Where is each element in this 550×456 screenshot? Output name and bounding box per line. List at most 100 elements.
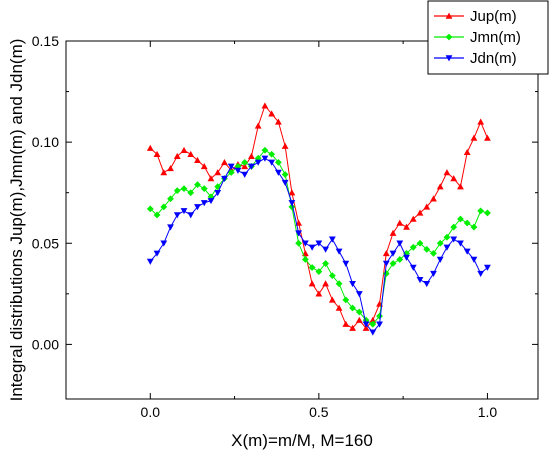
legend-item: Jdn(m): [434, 50, 517, 67]
data-point: [261, 102, 269, 109]
data-point: [315, 290, 323, 297]
data-point: [430, 249, 437, 257]
data-point: [463, 248, 471, 255]
data-point: [436, 183, 444, 190]
data-point: [328, 272, 336, 280]
data-point: [349, 324, 356, 331]
data-point: [342, 260, 350, 267]
y-tick-label: 0.10: [32, 134, 59, 150]
data-point: [477, 118, 485, 125]
data-point: [430, 270, 437, 277]
data-point: [214, 169, 222, 176]
data-point: [430, 195, 437, 202]
data-point: [322, 280, 329, 287]
data-point: [349, 280, 356, 288]
data-point: [200, 200, 208, 207]
data-point: [423, 280, 431, 288]
data-point: [281, 179, 289, 186]
data-point: [457, 240, 464, 247]
data-point: [281, 142, 289, 149]
data-point: [308, 244, 316, 251]
data-point: [403, 249, 410, 257]
data-point: [335, 304, 343, 311]
data-point: [207, 198, 215, 205]
data-point: [275, 158, 282, 166]
data-point: [207, 175, 215, 182]
data-point: [443, 233, 451, 241]
data-point: [328, 236, 336, 243]
series-jdnm: [146, 155, 491, 336]
data-point: [167, 165, 174, 172]
data-point: [436, 256, 444, 263]
series-jupm: [146, 102, 491, 331]
data-point: [281, 171, 289, 178]
data-point: [362, 321, 370, 328]
data-point: [463, 219, 471, 227]
data-point: [288, 189, 296, 196]
data-point: [315, 268, 323, 275]
data-point: [160, 240, 168, 247]
data-point: [416, 209, 424, 216]
data-point: [187, 189, 195, 197]
data-point: [376, 312, 383, 320]
data-point: [248, 152, 255, 160]
data-point: [153, 150, 161, 157]
data-point: [268, 150, 276, 158]
data-point: [146, 205, 154, 213]
data-point: [288, 200, 296, 207]
data-point: [261, 146, 269, 154]
data-point: [200, 163, 208, 170]
data-point: [470, 223, 478, 231]
data-point: [389, 260, 397, 267]
data-point: [187, 150, 195, 157]
data-point: [477, 207, 485, 215]
legend-marker: [445, 33, 453, 41]
data-point: [315, 240, 323, 247]
data-point: [173, 212, 181, 219]
series-layer: [146, 102, 491, 336]
data-point: [153, 211, 161, 219]
series-jmnm: [146, 146, 491, 328]
data-point: [160, 169, 168, 176]
data-point: [328, 296, 336, 303]
data-point: [335, 248, 343, 255]
data-point: [362, 324, 370, 331]
data-point: [369, 316, 377, 323]
data-point: [382, 260, 390, 267]
data-point: [484, 209, 491, 217]
data-point: [167, 195, 174, 203]
data-point: [349, 304, 356, 312]
x-tick-label: 0.0: [141, 404, 161, 420]
legend-label: Jmn(m): [470, 29, 521, 46]
data-point: [153, 250, 161, 257]
data-point: [221, 175, 228, 182]
data-point: [389, 229, 397, 236]
tick-labels: 0.0 0.5 1.0 0.00 0.05 0.10 0.15: [32, 33, 498, 420]
data-point: [477, 270, 485, 277]
data-point: [295, 230, 303, 237]
data-point: [268, 159, 276, 166]
data-point: [308, 280, 316, 287]
data-point: [248, 163, 255, 170]
data-point: [227, 169, 235, 176]
data-point: [382, 249, 390, 257]
data-point: [382, 270, 390, 277]
legend-item: Jup(m): [434, 8, 517, 25]
data-point: [396, 219, 404, 226]
data-point: [241, 171, 249, 178]
data-point: [369, 320, 377, 328]
data-point: [173, 152, 181, 160]
data-point: [221, 158, 228, 166]
data-point: [450, 236, 458, 243]
data-point: [308, 264, 316, 271]
y-tick-label: 0.00: [32, 336, 59, 352]
data-point: [261, 155, 269, 162]
data-point: [409, 215, 417, 222]
data-point: [484, 264, 491, 271]
data-point: [275, 118, 282, 125]
data-point: [355, 291, 363, 298]
data-point: [355, 316, 363, 323]
data-point: [403, 254, 410, 261]
legend-item: Jmn(m): [434, 29, 521, 46]
data-point: [234, 167, 242, 174]
